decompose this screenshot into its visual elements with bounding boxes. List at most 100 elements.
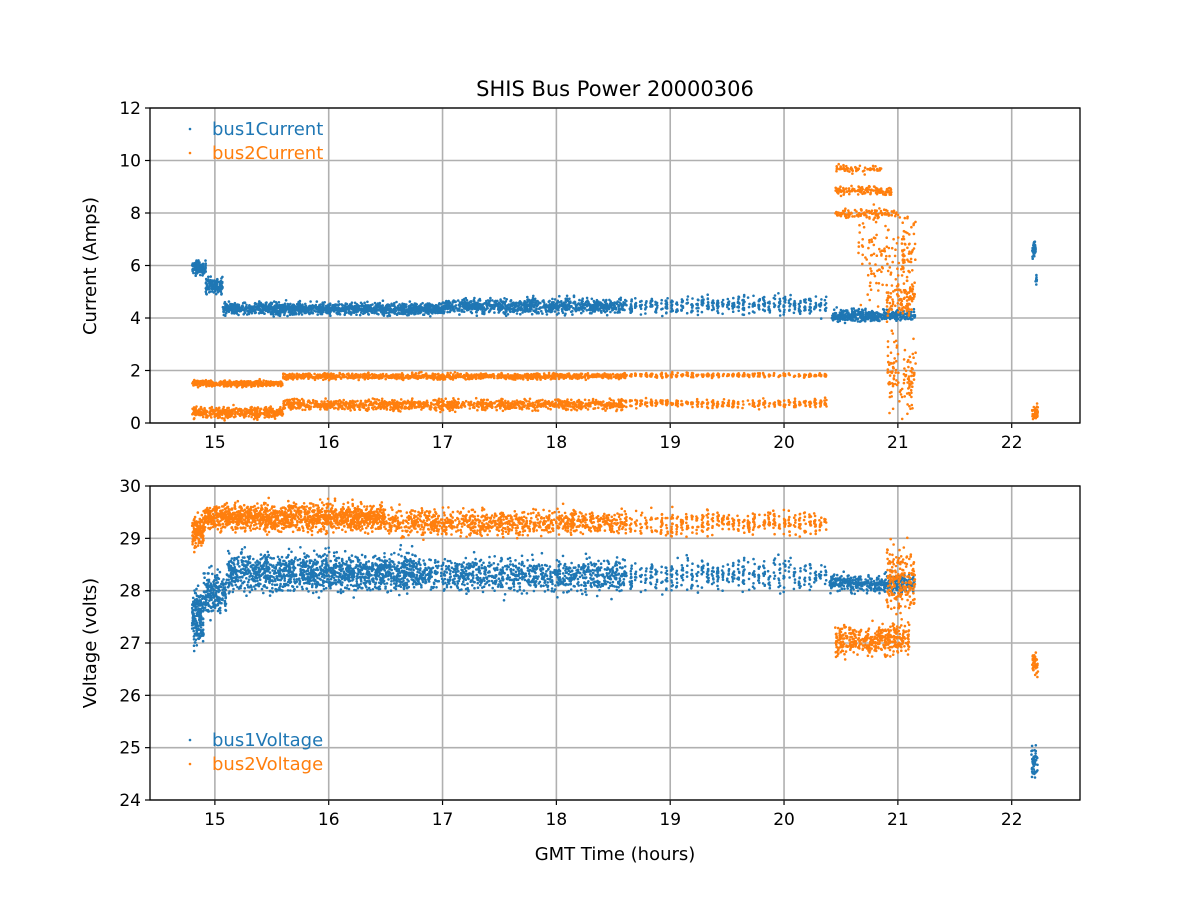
data-point	[623, 302, 627, 305]
data-point	[614, 307, 617, 311]
data-point	[213, 383, 217, 387]
data-point	[610, 376, 613, 380]
data-point	[359, 375, 363, 378]
data-point	[530, 312, 534, 316]
data-point	[854, 316, 858, 319]
data-point	[259, 303, 262, 307]
data-point	[446, 305, 449, 309]
data-point	[595, 374, 599, 377]
data-point	[562, 305, 566, 308]
data-point	[300, 377, 303, 380]
data-point	[521, 378, 525, 381]
data-point	[324, 377, 327, 381]
data-point	[507, 377, 511, 380]
data-point	[223, 300, 227, 304]
data-point	[870, 309, 874, 313]
data-point	[313, 376, 316, 379]
data-point	[565, 297, 569, 300]
data-point	[644, 312, 647, 315]
data-point	[500, 374, 504, 377]
data-point	[581, 297, 584, 301]
data-point	[496, 374, 500, 378]
data-point	[819, 303, 823, 307]
data-point	[433, 373, 437, 376]
data-point	[402, 376, 406, 379]
data-point	[578, 298, 581, 302]
data-point	[453, 371, 457, 374]
data-point	[569, 375, 572, 378]
data-point	[695, 302, 698, 306]
data-point	[556, 306, 560, 310]
data-point	[558, 303, 562, 307]
data-point	[527, 310, 530, 313]
x-tick-label: 21	[887, 433, 909, 453]
data-point	[452, 299, 456, 302]
data-point	[757, 304, 761, 307]
data-point	[676, 303, 679, 306]
data-point	[408, 311, 411, 314]
data-point	[896, 317, 899, 321]
data-point	[762, 298, 765, 301]
data-point	[238, 383, 242, 386]
data-point	[438, 308, 441, 312]
data-point	[205, 278, 208, 282]
data-point	[441, 374, 445, 378]
data-point	[850, 307, 854, 311]
data-point	[562, 301, 566, 305]
data-point	[514, 375, 517, 378]
data-point	[366, 300, 369, 304]
data-point	[556, 301, 559, 305]
data-point	[424, 373, 428, 377]
data-point	[199, 273, 202, 277]
data-point	[404, 374, 408, 378]
data-point	[469, 303, 473, 306]
data-point	[374, 306, 377, 309]
data-point	[296, 376, 299, 380]
data-point	[700, 300, 704, 304]
data-point	[571, 313, 574, 316]
data-point	[534, 302, 537, 305]
data-point	[377, 374, 380, 378]
data-point	[417, 372, 421, 375]
data-point	[783, 301, 787, 304]
data-point	[338, 313, 342, 316]
data-point	[644, 303, 647, 307]
data-point	[495, 302, 498, 306]
data-point	[510, 374, 514, 377]
y-tick-label: 0	[130, 414, 141, 434]
data-point	[407, 374, 411, 378]
data-point	[462, 310, 466, 314]
data-point	[299, 311, 302, 314]
data-point	[201, 383, 205, 387]
data-point	[413, 307, 417, 311]
data-point	[751, 310, 755, 313]
data-point	[609, 374, 613, 377]
data-point	[437, 376, 441, 379]
data-point	[449, 308, 452, 312]
data-point	[900, 315, 903, 319]
data-point	[315, 300, 319, 303]
data-point	[332, 304, 335, 307]
data-point	[367, 312, 370, 316]
data-point	[526, 301, 529, 304]
data-point	[681, 299, 684, 303]
data-point	[334, 303, 337, 306]
data-point	[322, 306, 325, 310]
data-point	[287, 303, 291, 307]
data-point	[736, 305, 739, 309]
data-point	[204, 290, 208, 294]
data-point	[789, 293, 792, 297]
data-point	[545, 313, 549, 316]
data-point	[590, 297, 594, 301]
data-point	[548, 299, 551, 303]
data-point	[377, 313, 380, 316]
data-point	[381, 299, 385, 303]
data-point	[846, 314, 850, 318]
data-point	[783, 308, 786, 312]
data-point	[517, 306, 521, 310]
data-point	[227, 305, 230, 308]
data-point	[782, 310, 786, 314]
data-point	[568, 297, 571, 301]
y-tick-label: 12	[119, 99, 141, 119]
data-point	[395, 300, 398, 304]
